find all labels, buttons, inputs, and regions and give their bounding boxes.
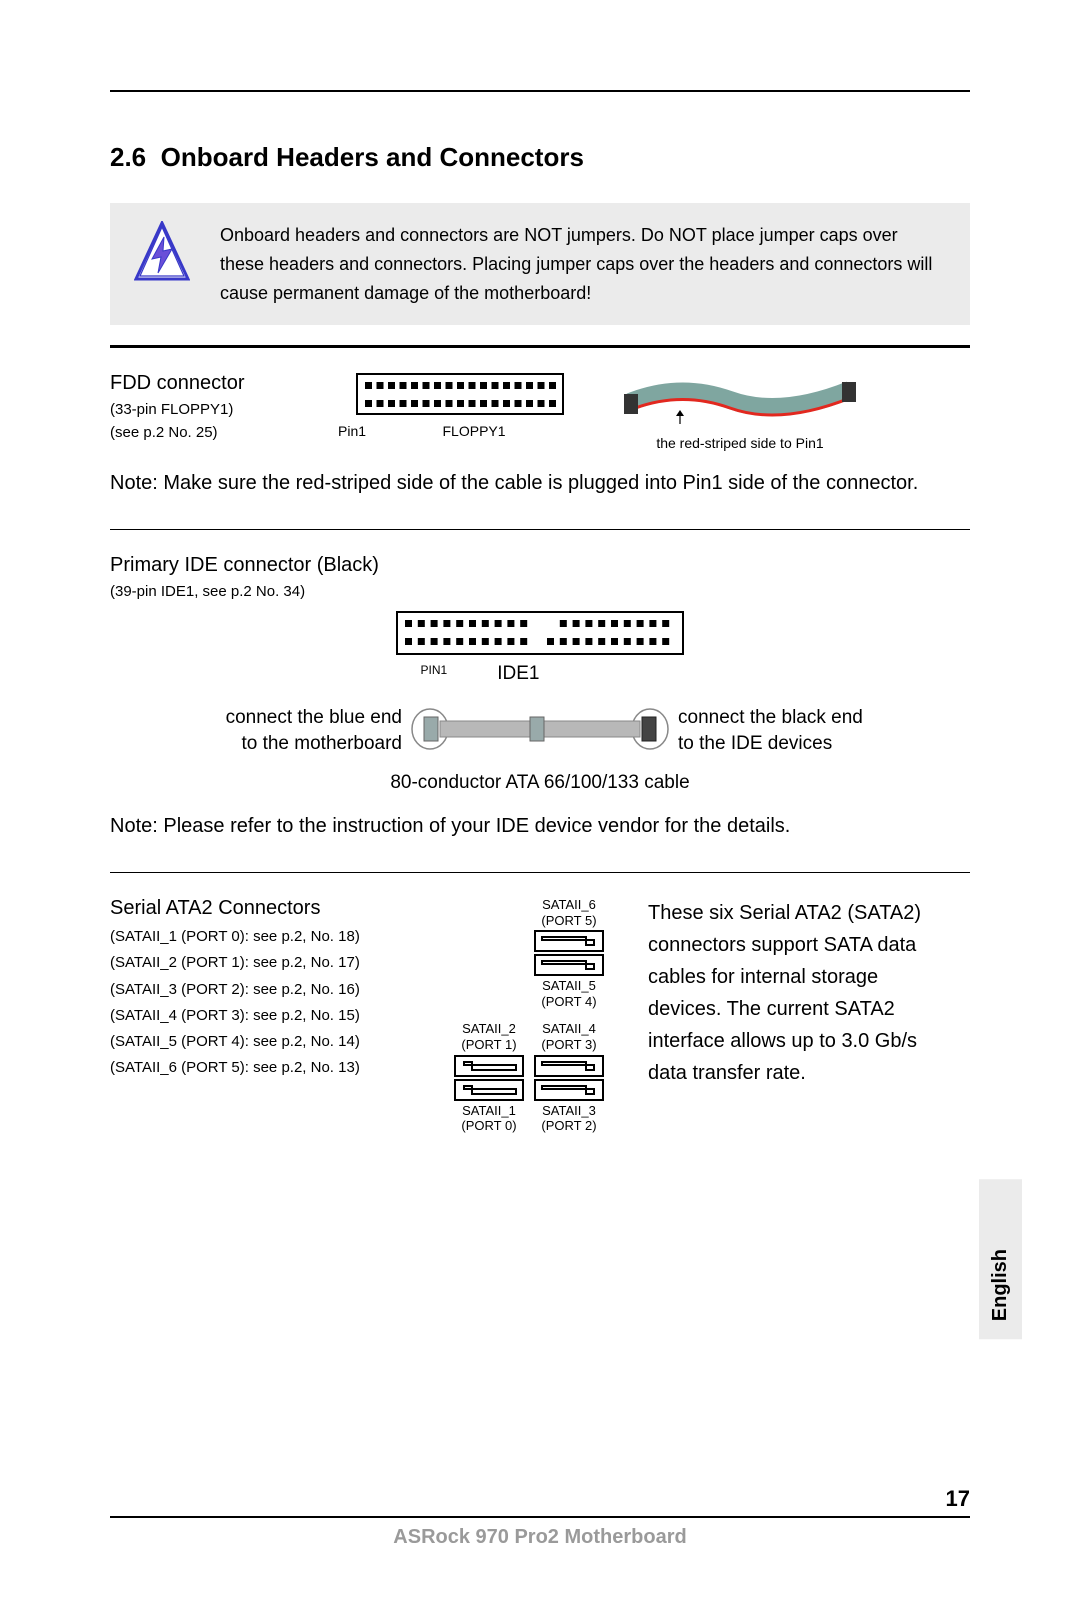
fdd-section: FDD connector (33-pin FLOPPY1) (see p.2 … [110,372,970,451]
sata-description: These six Serial ATA2 (SATA2) connectors… [648,897,938,1089]
sata-connector-diagram: SATAII_6(PORT 5) SATAII_5(PORT 4) SATAII… [424,897,634,1134]
sata-port-2: (SATAII_3 (PORT 2): see p.2, No. 16) [110,977,410,1003]
sata-port-0: (SATAII_1 (PORT 0): see p.2, No. 18) [110,924,410,950]
ide-conn-label: IDE1 [497,663,539,685]
sata-port-list: (SATAII_1 (PORT 0): see p.2, No. 18) (SA… [110,924,410,1082]
footer-text: ASRock 970 Pro2 Motherboard [110,1526,970,1549]
top-rule [110,90,970,92]
ide-pin1-label: PIN1 [421,663,448,685]
ide-connector-diagram: PIN1 IDE1 [110,610,970,685]
fdd-ref: (see p.2 No. 25) [110,422,310,445]
ide-blue-end-line1: connect the blue end [192,705,402,732]
ide-blue-end-line2: to the motherboard [192,731,402,758]
section-heading: 2.6 Onboard Headers and Connectors [110,142,970,173]
ide-pins: (39-pin IDE1, see p.2 No. 34) [110,581,970,604]
sata-port-3: (SATAII_4 (PORT 3): see p.2, No. 15) [110,1003,410,1029]
ide-cable-diagram [410,707,670,756]
ide-title: Primary IDE connector (Black) [110,554,970,577]
ide-black-end-line2: to the IDE devices [678,731,888,758]
section-title-text: Onboard Headers and Connectors [161,142,584,172]
floppy-cable-diagram: the red-striped side to Pin1 [610,372,870,451]
sata-title: Serial ATA2 Connectors [110,897,410,920]
sata-port-1: (SATAII_2 (PORT 1): see p.2, No. 17) [110,950,410,976]
section-number: 2.6 [110,142,146,172]
sata-section: Serial ATA2 Connectors (SATAII_1 (PORT 0… [110,897,970,1134]
sata-port-5: (SATAII_6 (PORT 5): see p.2, No. 13) [110,1055,410,1081]
fdd-conn-label: FLOPPY1 [443,423,506,439]
page-footer: 17 ASRock 970 Pro2 Motherboard [110,1516,970,1549]
fdd-note: Note: Make sure the red-striped side of … [110,467,970,499]
rule-after-warning [110,345,970,348]
ide-note: Note: Please refer to the instruction of… [110,810,970,842]
ide-cable-caption: 80-conductor ATA 66/100/133 cable [110,772,970,794]
ide-section: Primary IDE connector (Black) (39-pin ID… [110,554,970,842]
fdd-pins: (33-pin FLOPPY1) [110,399,310,422]
ide-black-end-line1: connect the black end [678,705,888,732]
warning-box: Onboard headers and connectors are NOT j… [110,203,970,325]
rule-after-fdd [110,529,970,530]
page-number: 17 [946,1486,970,1512]
rule-after-ide [110,872,970,873]
fdd-title: FDD connector [110,372,310,395]
floppy-connector-diagram: Pin1 FLOPPY1 [330,372,590,439]
sata-port-4: (SATAII_5 (PORT 4): see p.2, No. 14) [110,1029,410,1055]
fdd-cable-caption: the red-striped side to Pin1 [610,435,870,451]
fdd-pin1-label: Pin1 [338,423,366,439]
warning-icon [134,221,190,290]
warning-text: Onboard headers and connectors are NOT j… [220,221,946,307]
language-tab: English [979,1179,1022,1339]
